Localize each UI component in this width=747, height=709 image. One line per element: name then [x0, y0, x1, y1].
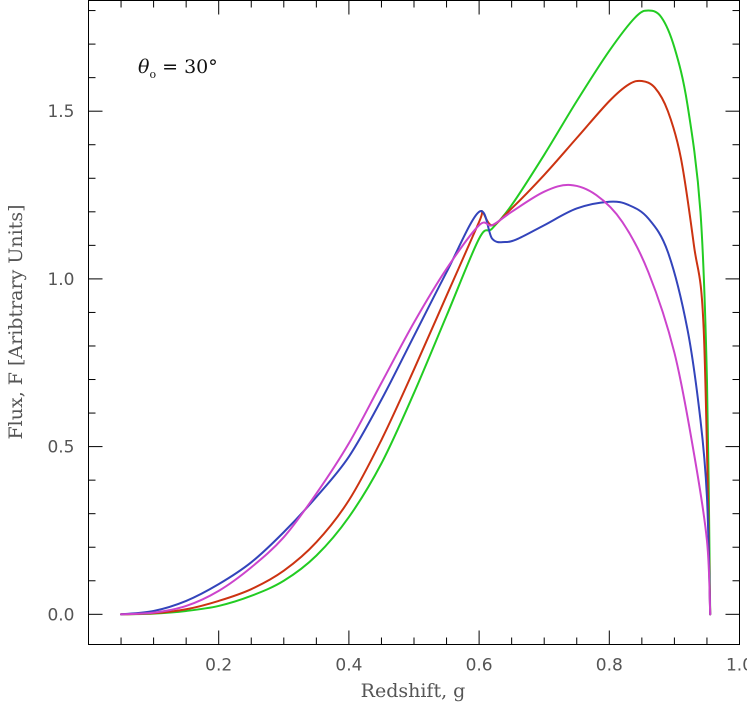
series-line-4 — [120, 183, 712, 616]
x-tick-label: 0.2 — [205, 656, 232, 676]
x-axis-title: Redshift, g — [361, 680, 466, 702]
theta-subscript: o — [149, 68, 156, 81]
x-tick-label: 0.4 — [335, 656, 362, 676]
x-tick-label: 1.0 — [726, 656, 747, 676]
theta-symbol: θ — [138, 56, 150, 78]
series-line-2 — [120, 79, 712, 616]
axis-ticks — [88, 0, 740, 645]
x-tick-label: 0.8 — [596, 656, 623, 676]
tick-labels: 0.2 0.4 0.6 0.8 1.0 0.0 0.5 1.0 1.5 — [47, 102, 747, 675]
series-line-1 — [120, 9, 712, 616]
y-tick-label: 0.0 — [47, 605, 74, 625]
y-tick-label: 0.5 — [47, 438, 74, 458]
angle-value: = 30° — [156, 56, 218, 78]
y-tick-label: 1.5 — [47, 102, 74, 122]
y-tick-label: 1.0 — [47, 270, 74, 290]
series-line-3 — [120, 200, 712, 616]
series-group — [120, 9, 712, 616]
angle-annotation: θo = 30° — [138, 56, 218, 81]
y-axis-title: Flux, F [Aribtrary Units] — [5, 205, 27, 440]
x-tick-label: 0.6 — [466, 656, 493, 676]
